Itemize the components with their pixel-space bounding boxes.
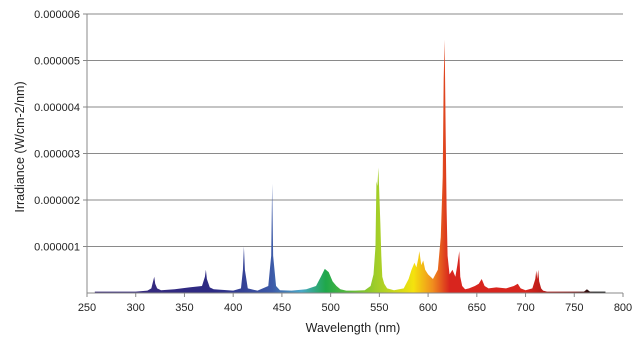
x-tick-label: 450 [273, 302, 291, 314]
y-tick-label: 0.000003 [34, 149, 80, 161]
x-axis-title: Wavelength (nm) [306, 321, 401, 335]
label-layer: 250 300 350 400 450 500 550 600 650 700 750 800 0.00… [34, 9, 632, 314]
x-tick-label: 800 [614, 302, 632, 314]
grid-layer [87, 13, 623, 247]
x-tick-label: 550 [370, 302, 388, 314]
axis-layer [83, 13, 624, 297]
y-tick-label: 0.000002 [34, 195, 80, 207]
y-axis-title: Irradiance (W/cm-2/nm) [13, 81, 27, 212]
x-tick-label: 650 [468, 302, 486, 314]
y-tick-label: 0.000001 [34, 242, 80, 254]
y-tick-label: 0.000006 [34, 9, 80, 21]
x-tick-label: 300 [127, 302, 145, 314]
y-tick-label: 0.000005 [34, 56, 80, 68]
spectrum-area [94, 39, 606, 293]
area-layer [94, 39, 606, 293]
x-tick-label: 750 [565, 302, 583, 314]
x-tick-label: 350 [175, 302, 193, 314]
x-tick-label: 400 [224, 302, 242, 314]
y-tick-label: 0.000004 [34, 102, 80, 114]
x-tick-label: 700 [516, 302, 534, 314]
x-tick-label: 500 [321, 302, 339, 314]
x-tick-label: 600 [419, 302, 437, 314]
x-tick-label: 250 [78, 302, 96, 314]
